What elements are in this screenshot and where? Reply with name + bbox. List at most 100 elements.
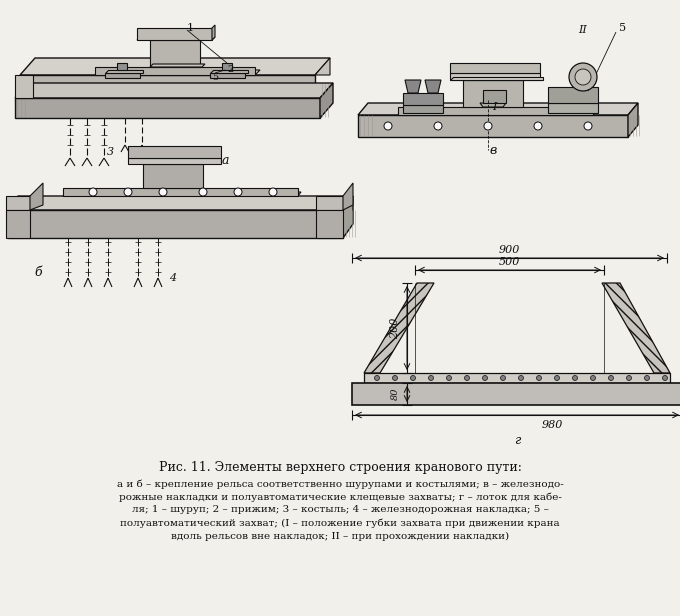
Text: 2: 2	[227, 65, 233, 75]
Polygon shape	[128, 158, 221, 164]
Text: 5: 5	[212, 73, 218, 81]
Polygon shape	[137, 37, 215, 40]
Polygon shape	[398, 107, 593, 115]
Circle shape	[575, 69, 591, 85]
Polygon shape	[403, 105, 443, 113]
Polygon shape	[463, 80, 523, 107]
Circle shape	[569, 63, 597, 91]
Text: б: б	[34, 265, 41, 278]
Circle shape	[464, 376, 469, 381]
Circle shape	[428, 376, 434, 381]
Polygon shape	[364, 373, 670, 383]
Circle shape	[537, 376, 541, 381]
Circle shape	[199, 188, 207, 196]
Circle shape	[662, 376, 668, 381]
Text: в: в	[490, 144, 496, 156]
Polygon shape	[15, 75, 33, 98]
Polygon shape	[425, 80, 441, 93]
Polygon shape	[8, 210, 343, 238]
Polygon shape	[150, 40, 200, 67]
Polygon shape	[316, 196, 343, 210]
Text: I: I	[492, 102, 496, 112]
Circle shape	[159, 188, 167, 196]
Circle shape	[554, 376, 560, 381]
Polygon shape	[117, 63, 127, 70]
Text: а и б – крепление рельса соответственно шурупами и костылями; в – железнодо-: а и б – крепление рельса соответственно …	[117, 479, 563, 488]
Circle shape	[483, 376, 488, 381]
Polygon shape	[95, 70, 260, 75]
Polygon shape	[403, 93, 443, 105]
Text: г: г	[514, 434, 520, 447]
Text: 1: 1	[186, 23, 194, 33]
Text: 80: 80	[390, 387, 400, 400]
Polygon shape	[15, 83, 333, 98]
Text: 900: 900	[498, 245, 520, 255]
Polygon shape	[15, 98, 320, 118]
Polygon shape	[105, 73, 140, 78]
Polygon shape	[480, 103, 506, 107]
Circle shape	[269, 188, 277, 196]
Circle shape	[609, 376, 613, 381]
Text: 200: 200	[390, 317, 400, 339]
Polygon shape	[20, 58, 330, 75]
Circle shape	[590, 376, 596, 381]
Polygon shape	[352, 383, 680, 405]
Text: ля; 1 – шуруп; 2 – прижим; 3 – костыль; 4 – железнодорожная накладка; 5 –: ля; 1 – шуруп; 2 – прижим; 3 – костыль; …	[131, 506, 549, 514]
Polygon shape	[315, 58, 330, 75]
Text: полуавтоматический захват; (I – положение губки захвата при движении крана: полуавтоматический захват; (I – положени…	[120, 518, 560, 528]
Polygon shape	[405, 80, 421, 93]
Polygon shape	[398, 111, 596, 115]
Circle shape	[392, 376, 398, 381]
Text: 4: 4	[169, 273, 177, 283]
Polygon shape	[450, 63, 540, 73]
Polygon shape	[358, 103, 638, 115]
Polygon shape	[628, 103, 638, 137]
Text: 5: 5	[619, 23, 626, 33]
Text: 980: 980	[541, 420, 562, 430]
Text: 3: 3	[107, 147, 114, 157]
Circle shape	[645, 376, 649, 381]
Polygon shape	[548, 103, 598, 113]
Polygon shape	[548, 87, 598, 103]
Polygon shape	[316, 210, 343, 238]
Text: рожные накладки и полуавтоматические клещевые захваты; г – лоток для кабе-: рожные накладки и полуавтоматические кле…	[118, 492, 562, 502]
Polygon shape	[143, 164, 203, 188]
Polygon shape	[6, 210, 30, 238]
Polygon shape	[364, 283, 434, 373]
Text: вдоль рельсов вне накладок; II – при прохождении накладки): вдоль рельсов вне накладок; II – при про…	[171, 532, 509, 541]
Text: а: а	[221, 153, 228, 166]
Polygon shape	[30, 183, 43, 210]
Circle shape	[573, 376, 577, 381]
Polygon shape	[602, 283, 670, 373]
Polygon shape	[320, 83, 333, 118]
Polygon shape	[358, 115, 628, 137]
Polygon shape	[450, 73, 540, 80]
Polygon shape	[20, 75, 315, 98]
Circle shape	[375, 376, 379, 381]
Circle shape	[626, 376, 632, 381]
Polygon shape	[210, 73, 245, 78]
Polygon shape	[343, 183, 353, 210]
Polygon shape	[63, 188, 298, 196]
Polygon shape	[137, 28, 212, 40]
Circle shape	[500, 376, 505, 381]
Circle shape	[534, 122, 542, 130]
Circle shape	[518, 376, 524, 381]
Circle shape	[89, 188, 97, 196]
Circle shape	[447, 376, 452, 381]
Polygon shape	[212, 25, 215, 40]
Circle shape	[411, 376, 415, 381]
Circle shape	[124, 188, 132, 196]
Polygon shape	[128, 146, 221, 158]
Polygon shape	[150, 64, 205, 67]
Circle shape	[234, 188, 242, 196]
Polygon shape	[95, 67, 255, 75]
Polygon shape	[6, 196, 30, 210]
Circle shape	[384, 122, 392, 130]
Polygon shape	[222, 63, 232, 70]
Text: Рис. 11. Элементы верхнего строения кранового пути:: Рис. 11. Элементы верхнего строения кран…	[158, 461, 522, 474]
Text: II: II	[579, 25, 588, 35]
Polygon shape	[450, 77, 543, 80]
Polygon shape	[210, 70, 248, 73]
Circle shape	[584, 122, 592, 130]
